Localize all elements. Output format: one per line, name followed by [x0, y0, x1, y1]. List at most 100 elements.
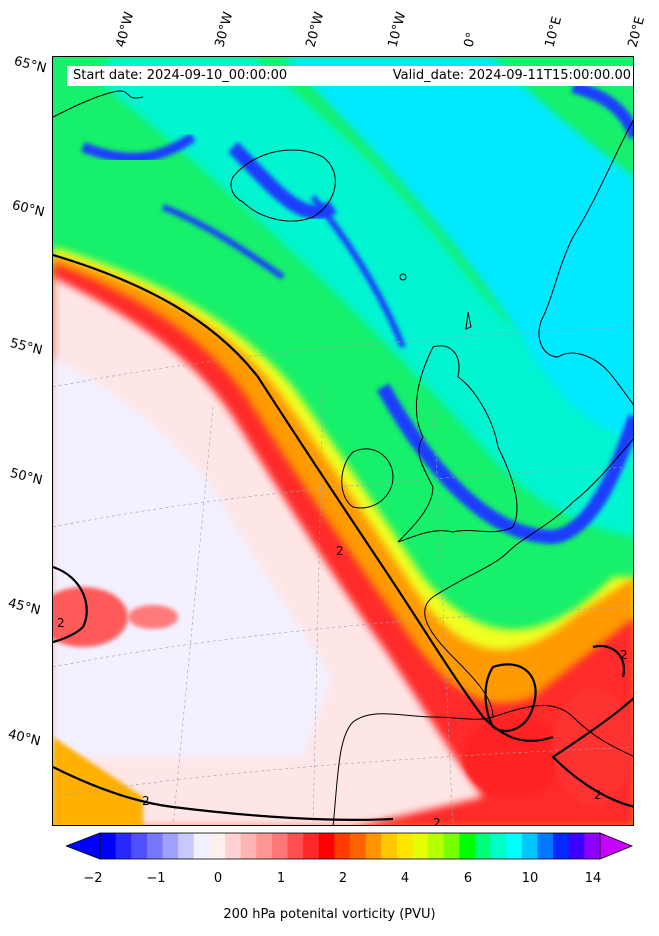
colorbar-tick-label: −2 — [83, 871, 103, 886]
colorbar-cell — [193, 833, 210, 859]
colorbar-label: 200 hPa potenital vorticity (PVU) — [223, 907, 436, 922]
colorbar-cell — [506, 833, 523, 859]
colorbar-tick-label: −1 — [146, 871, 166, 886]
lon-label-10w: 10°W — [385, 10, 410, 49]
pv-cyan-band — [93, 57, 633, 537]
coastline-faroes — [399, 273, 407, 281]
colorbar-cell — [553, 833, 570, 859]
colorbar-cell — [225, 833, 242, 859]
pv-2-contour-iberia — [484, 663, 537, 733]
lon-label-20e: 20°E — [625, 14, 649, 50]
coastlines — [53, 90, 633, 825]
lat-label-45n: 45°N — [6, 596, 42, 619]
colorbar-tick-label: 1 — [276, 871, 286, 886]
pv-blue-streak — [310, 195, 406, 349]
lon-label-20w: 20°W — [303, 10, 328, 49]
colorbar-under-arrow — [66, 832, 101, 860]
pv-blue-streak — [571, 81, 633, 140]
colorbar-cell — [318, 833, 335, 859]
coastline-iceland — [230, 149, 336, 222]
colorbar-cell — [240, 833, 257, 859]
contour-label: 2 — [620, 648, 628, 662]
colorbar-cell — [521, 833, 538, 859]
colorbar-cell — [412, 833, 429, 859]
colorbar-cell — [287, 833, 304, 859]
pv-cyan-north — [283, 57, 633, 437]
colorbar-cell — [365, 833, 382, 859]
lon-label-30w: 30°W — [212, 10, 237, 49]
contour-label: 2 — [57, 616, 65, 630]
coastline-shetland — [465, 311, 472, 330]
colorbar-cell — [303, 833, 320, 859]
pv-2-contour-se — [551, 697, 633, 808]
lat-label-65n: 65°N — [12, 54, 48, 77]
colorbar-tick-label: 14 — [584, 871, 602, 886]
start-date-text: Start date: 2024-09-10_00:00:00 — [73, 68, 288, 83]
colorbar-cell — [256, 833, 273, 859]
colorbar-cell — [334, 833, 351, 859]
colorbar-cell — [115, 833, 132, 859]
pv-orange-corner — [53, 737, 143, 825]
pv-blue-arc — [376, 383, 633, 545]
pv-red-patch — [463, 717, 563, 797]
colorbar-cell — [162, 833, 179, 859]
contour-label: 2 — [142, 794, 150, 808]
lat-label-40n: 40°N — [6, 727, 42, 750]
pv-2-contour-west — [53, 565, 88, 644]
date-info-box: Start date: 2024-09-10_00:00:00 Valid_da… — [67, 66, 633, 86]
colorbar-tick-label: 0 — [213, 871, 223, 886]
pv-field-map: 2 2 2 2 2 2 — [53, 57, 633, 826]
colorbar-cell — [459, 833, 476, 859]
pv-red-patch — [128, 605, 178, 629]
coastline-norway — [538, 119, 633, 406]
pv-2-contours — [53, 253, 633, 821]
colorbar-cell — [568, 833, 585, 859]
colorbar-cell — [537, 833, 554, 859]
colorbar-tick-label: 10 — [521, 871, 539, 886]
colorbar-cell — [100, 833, 117, 859]
colorbar-cell — [178, 833, 195, 859]
colorbar-cell — [443, 833, 460, 859]
colorbar-cell — [131, 833, 148, 859]
map-panel: 2 2 2 2 2 2 Start date: 2024-09-10_00:00… — [52, 56, 634, 826]
colorbar-cell — [428, 833, 445, 859]
colorbar-cell — [209, 833, 226, 859]
coastline-ireland — [341, 448, 394, 509]
colorbar-over-arrow — [599, 832, 634, 860]
valid-date-text: Valid_date: 2024-09-11T15:00:00.00 — [392, 68, 631, 83]
colorbar-tick-label: 4 — [400, 871, 410, 886]
pv-2-contour-east — [592, 644, 626, 678]
coastline-greenland — [53, 90, 144, 118]
coastline-europe — [332, 438, 633, 825]
colorbar-cell — [381, 833, 398, 859]
coastline-iberia — [492, 704, 633, 757]
pv-blue-streak — [81, 132, 196, 163]
lon-label-40w: 40°W — [113, 10, 138, 49]
colorbar-cell — [146, 833, 163, 859]
colorbar-cells — [99, 832, 601, 860]
contour-label: 2 — [594, 788, 602, 802]
lon-label-0: 0° — [461, 30, 480, 49]
colorbar-cell — [350, 833, 367, 859]
colorbar-cell — [396, 833, 413, 859]
colorbar-cell — [490, 833, 507, 859]
pv-2-contour-main — [53, 253, 554, 742]
lat-label-60n: 60°N — [10, 198, 46, 221]
colorbar-cell — [584, 833, 601, 859]
graticule — [53, 326, 633, 825]
lat-label-50n: 50°N — [8, 466, 44, 489]
colorbar-cell — [475, 833, 492, 859]
lon-label-10e: 10°E — [542, 14, 566, 50]
colorbar-cell — [271, 833, 288, 859]
colorbar — [66, 832, 634, 860]
contour-label: 2 — [433, 816, 441, 826]
coastline-great-britain — [397, 345, 518, 543]
pv-red-patch — [53, 587, 128, 647]
lat-label-55n: 55°N — [8, 336, 44, 359]
pv-blue-streak — [161, 204, 285, 280]
colorbar-tick-label: 2 — [338, 871, 348, 886]
pv-lavender-region — [53, 357, 333, 757]
pv-2-contour-south — [53, 766, 394, 821]
colorbar-tick-label: 6 — [463, 871, 473, 886]
contour-label: 2 — [336, 544, 344, 558]
